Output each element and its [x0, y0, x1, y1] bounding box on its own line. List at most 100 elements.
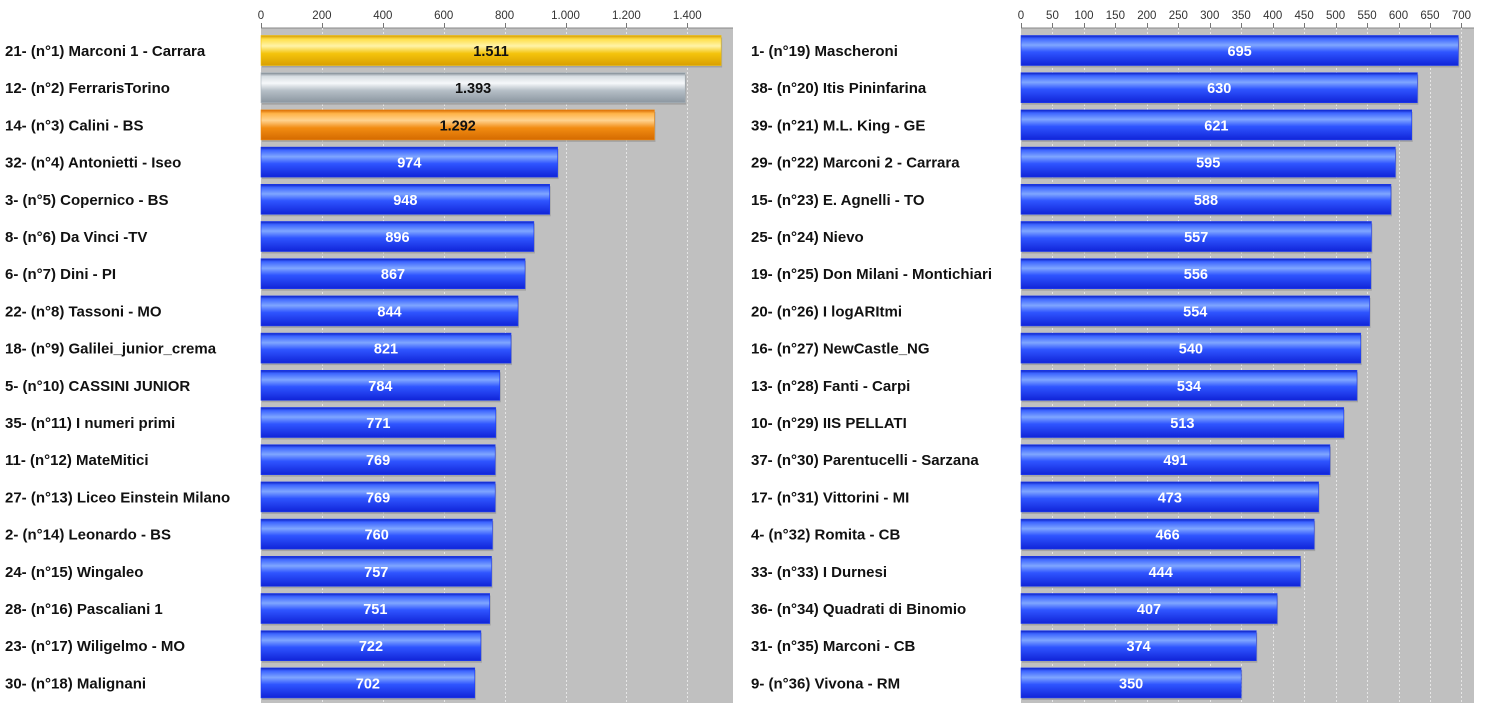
bar [260, 369, 501, 401]
category-label: 20- (n°26) I logARItmi [751, 303, 902, 320]
bar [260, 72, 686, 103]
bar [260, 518, 493, 550]
tick-label: 1.200 [612, 10, 641, 22]
data-label: 350 [1119, 676, 1143, 692]
category-label: 18- (n°9) Galilei_junior_crema [5, 341, 217, 358]
data-label: 540 [1179, 342, 1203, 358]
bar [260, 35, 722, 66]
tick-label: 500 [1326, 10, 1345, 22]
bar [1020, 35, 1459, 66]
data-label: 534 [1177, 379, 1201, 395]
category-label: 17- (n°31) Vittorini - MI [751, 489, 909, 506]
data-label: 722 [359, 639, 383, 655]
bar [260, 555, 492, 587]
tick-label: 200 [1137, 10, 1156, 22]
tick-label: 650 [1420, 10, 1439, 22]
data-label: 466 [1155, 528, 1179, 544]
data-label: 1.292 [440, 118, 476, 134]
category-label: 31- (n°35) Marconi - CB [751, 638, 916, 655]
tick-label: 800 [495, 10, 514, 22]
category-label: 29- (n°22) Marconi 2 - Carrara [751, 155, 960, 172]
bar [1020, 630, 1257, 662]
data-label: 595 [1196, 156, 1220, 172]
tick-label: 600 [1389, 10, 1408, 22]
chart-left: 0 200 400 600 800 1.000 1.200 1.400 21- (n°1) Ma… [5, 10, 733, 703]
category-label: 10- (n°29) IIS PELLATI [751, 415, 907, 432]
bar [1020, 184, 1392, 215]
category-label: 11- (n°12) MateMitici [5, 452, 149, 469]
bar [260, 295, 519, 327]
category-label: 25- (n°24) Nievo [751, 229, 864, 246]
category-label: 5- (n°10) CASSINI JUNIOR [5, 378, 190, 395]
data-label: 513 [1170, 416, 1194, 432]
category-label: 27- (n°13) Liceo Einstein Milano [5, 489, 230, 506]
data-label: 784 [368, 379, 392, 395]
tick-label: 350 [1232, 10, 1251, 22]
tick-label: 50 [1046, 10, 1059, 22]
bar [1020, 555, 1301, 587]
category-label: 4- (n°32) Romita - CB [751, 527, 901, 544]
data-label: 1.393 [455, 81, 491, 97]
data-label: 751 [363, 602, 387, 618]
bar [260, 481, 496, 513]
category-label: 24- (n°15) Wingaleo [5, 564, 143, 581]
data-label: 473 [1158, 490, 1182, 506]
data-label: 896 [385, 230, 409, 246]
bar [1020, 72, 1418, 103]
tick-label: 550 [1357, 10, 1376, 22]
bar [260, 667, 476, 699]
bar [1020, 444, 1331, 476]
category-label: 28- (n°16) Pascaliani 1 [5, 601, 163, 618]
tick-label: 250 [1169, 10, 1188, 22]
bar [1020, 481, 1319, 513]
category-label: 8- (n°6) Da Vinci -TV [5, 229, 147, 246]
category-label: 38- (n°20) Itis Pininfarina [751, 80, 927, 97]
category-label: 2- (n°14) Leonardo - BS [5, 527, 171, 544]
chart-right: 0 50 100 150 200 250 300 350 400 450 500 550 600 650 7… [751, 10, 1474, 703]
bar [1020, 295, 1370, 327]
bar [260, 593, 490, 624]
category-label: 16- (n°27) NewCastle_NG [751, 341, 930, 358]
data-label: 948 [393, 193, 417, 209]
bar [1020, 369, 1358, 401]
data-label: 760 [365, 528, 389, 544]
data-label: 374 [1127, 639, 1151, 655]
category-label: 36- (n°34) Quadrati di Binomio [751, 601, 966, 618]
data-label: 974 [397, 156, 421, 172]
category-label: 30- (n°18) Malignani [5, 675, 146, 692]
bar [1020, 667, 1242, 699]
data-label: 771 [366, 416, 390, 432]
bar [260, 109, 655, 141]
bar [260, 630, 482, 662]
data-label: 695 [1228, 44, 1252, 60]
data-label: 491 [1163, 453, 1187, 469]
category-label: 13- (n°28) Fanti - Carpi [751, 378, 910, 395]
data-label: 556 [1184, 267, 1208, 283]
category-label: 12- (n°2) FerrarisTorino [5, 80, 170, 97]
tick-label: 150 [1106, 10, 1125, 22]
bar [1020, 258, 1372, 290]
bar [260, 184, 550, 215]
data-label: 821 [374, 342, 398, 358]
bar [1020, 332, 1362, 364]
category-label: 37- (n°30) Parentucelli - Sarzana [751, 452, 979, 469]
category-label: 9- (n°36) Vivona - RM [751, 675, 900, 692]
bar [1020, 146, 1396, 178]
tick-label: 450 [1295, 10, 1314, 22]
bar [260, 258, 526, 290]
bar [1020, 221, 1372, 252]
category-label: 6- (n°7) Dini - PI [5, 266, 116, 283]
category-label: 21- (n°1) Marconi 1 - Carrara [5, 43, 206, 60]
category-label: 35- (n°11) I numeri primi [5, 415, 175, 432]
category-label: 15- (n°23) E. Agnelli - TO [751, 192, 925, 209]
bar [1020, 407, 1345, 438]
bar [1020, 109, 1413, 141]
tick-label: 400 [373, 10, 392, 22]
tick-label: 1.000 [551, 10, 580, 22]
category-label: 39- (n°21) M.L. King - GE [751, 117, 925, 134]
data-label: 554 [1183, 304, 1207, 320]
data-label: 588 [1194, 193, 1218, 209]
bar [260, 332, 512, 364]
data-label: 769 [366, 453, 390, 469]
